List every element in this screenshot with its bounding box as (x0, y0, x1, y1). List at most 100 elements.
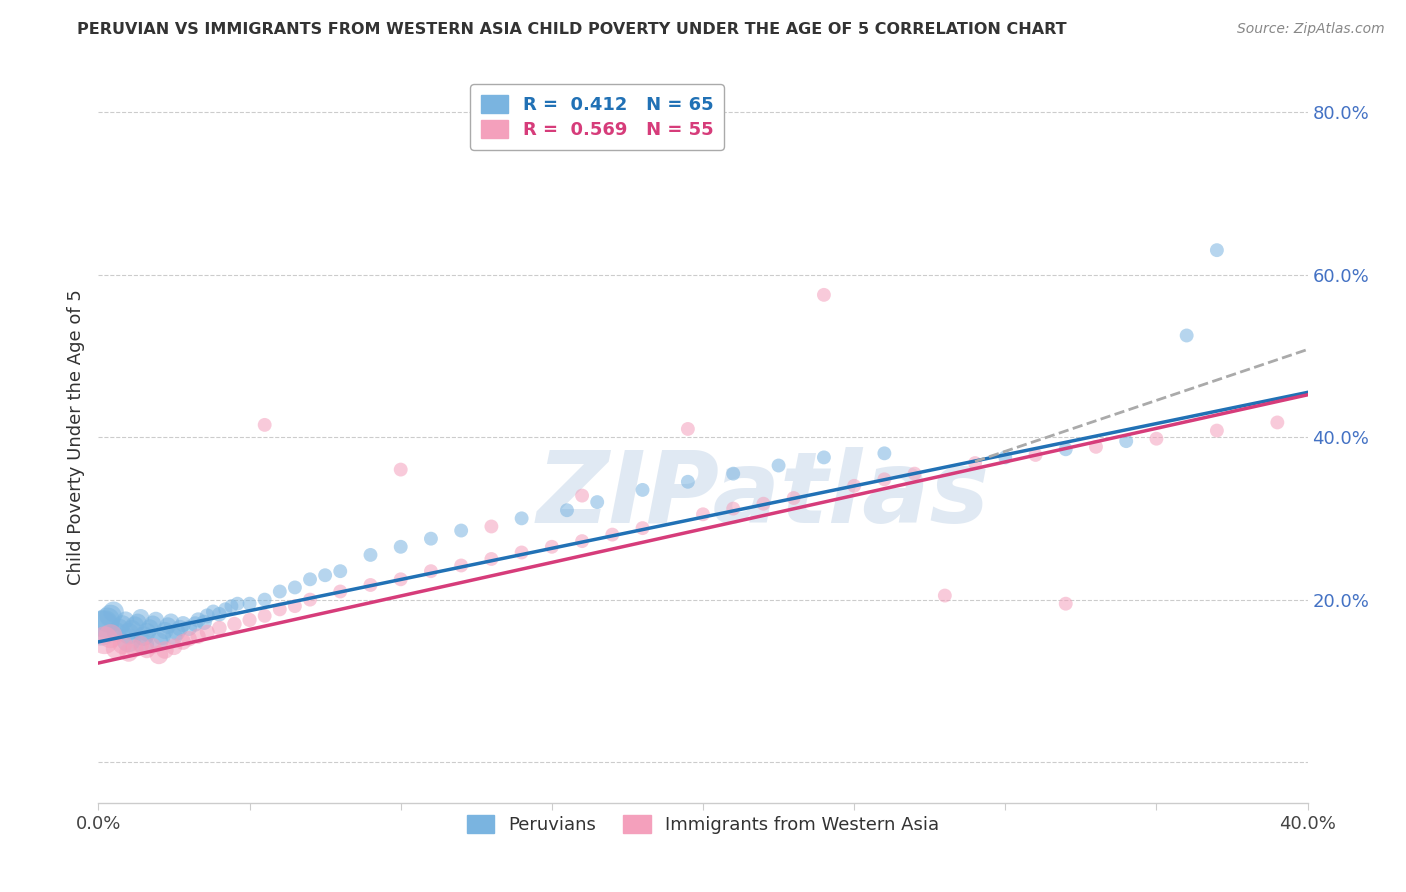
Point (153, 643, 176, 657)
Point (1175, 328, 1198, 343)
Point (145, 613, 167, 627)
Point (555, 503, 578, 517)
Point (142, 617, 165, 632)
Point (586, 495, 609, 509)
Point (873, 446, 896, 460)
Point (844, 479, 866, 493)
Point (214, 602, 236, 616)
Point (314, 568, 336, 582)
Point (1024, 448, 1046, 462)
Point (124, 641, 146, 656)
Point (813, 450, 835, 465)
Point (873, 472, 896, 486)
Text: PERUVIAN VS IMMIGRANTS FROM WESTERN ASIA CHILD POVERTY UNDER THE AGE OF 5 CORREL: PERUVIAN VS IMMIGRANTS FROM WESTERN ASIA… (77, 22, 1067, 37)
Point (481, 519, 503, 533)
Point (124, 618, 146, 632)
Point (239, 597, 262, 611)
Point (179, 632, 201, 646)
Point (129, 637, 152, 651)
Point (571, 489, 593, 503)
Point (1054, 597, 1077, 611)
Point (121, 623, 143, 637)
Point (602, 527, 624, 541)
Point (420, 532, 443, 546)
Point (108, 621, 131, 635)
Point (299, 592, 322, 607)
Point (208, 607, 231, 622)
Point (571, 534, 593, 549)
Point (813, 288, 835, 302)
Point (752, 497, 775, 511)
Point (768, 458, 790, 473)
Point (1144, 432, 1167, 446)
Point (139, 621, 162, 635)
Point (184, 617, 207, 632)
Point (148, 635, 170, 649)
Point (156, 618, 179, 632)
Point (965, 456, 987, 470)
Point (148, 648, 170, 662)
Point (202, 605, 225, 619)
Point (1054, 442, 1077, 457)
Point (510, 511, 533, 525)
Point (253, 592, 276, 607)
Point (284, 581, 307, 595)
Point (118, 633, 141, 648)
Point (93, 617, 115, 632)
Point (187, 629, 209, 643)
Point (723, 501, 745, 516)
Point (132, 629, 155, 643)
Point (1206, 424, 1229, 438)
Point (284, 599, 307, 614)
Point (239, 613, 262, 627)
Point (160, 615, 183, 629)
Point (169, 621, 191, 635)
Point (360, 548, 382, 562)
Point (253, 417, 276, 432)
Point (103, 605, 125, 619)
Point (172, 617, 194, 632)
Point (934, 589, 956, 603)
Point (105, 625, 128, 640)
Point (420, 564, 443, 578)
Point (135, 625, 157, 640)
Point (676, 475, 699, 489)
Point (904, 467, 927, 481)
Point (132, 637, 155, 651)
Point (389, 540, 412, 554)
Point (1085, 440, 1108, 454)
Point (172, 635, 194, 649)
Point (100, 629, 122, 643)
Point (163, 640, 186, 654)
Point (994, 450, 1017, 465)
Point (111, 637, 134, 651)
Point (253, 608, 276, 623)
Point (150, 629, 173, 643)
Point (540, 540, 562, 554)
Text: Source: ZipAtlas.com: Source: ZipAtlas.com (1237, 22, 1385, 37)
Point (127, 615, 149, 630)
Point (783, 491, 806, 505)
Point (450, 558, 472, 573)
Point (389, 462, 412, 476)
Point (166, 625, 188, 640)
Point (111, 617, 134, 632)
Legend: Peruvians, Immigrants from Western Asia: Peruvians, Immigrants from Western Asia (456, 804, 950, 845)
Point (114, 613, 136, 627)
Point (1115, 434, 1137, 449)
Y-axis label: Child Poverty Under the Age of 5: Child Poverty Under the Age of 5 (66, 289, 84, 585)
Point (153, 624, 176, 638)
Point (510, 545, 533, 559)
Point (129, 610, 152, 624)
Point (96, 613, 118, 627)
Point (631, 483, 654, 497)
Point (299, 572, 322, 586)
Point (450, 524, 472, 538)
Point (360, 578, 382, 592)
Point (224, 617, 246, 632)
Point (163, 629, 186, 643)
Point (195, 625, 218, 640)
Point (631, 521, 654, 535)
Text: ZIPatlas: ZIPatlas (537, 447, 990, 544)
Point (195, 608, 218, 623)
